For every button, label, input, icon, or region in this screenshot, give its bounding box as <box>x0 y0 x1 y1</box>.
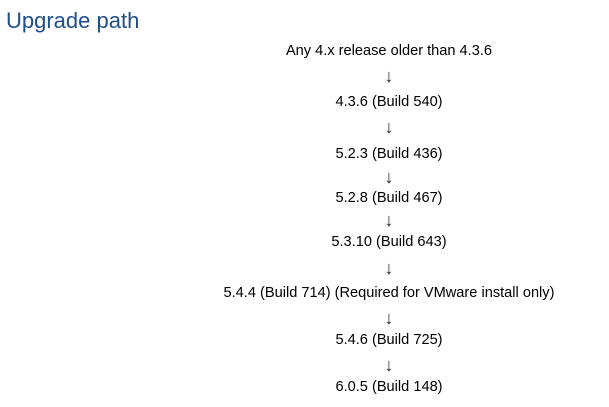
upgrade-step: 5.4.4 (Build 714) (Required for VMware i… <box>223 285 555 301</box>
upgrade-step: 5.4.6 (Build 725) <box>335 332 443 348</box>
page-title: Upgrade path <box>6 8 140 33</box>
down-arrow-icon: ↓ <box>384 117 394 137</box>
down-arrow-icon: ↓ <box>384 210 394 230</box>
upgrade-step: 5.2.8 (Build 467) <box>335 190 443 206</box>
down-arrow-icon: ↓ <box>384 66 394 86</box>
down-arrow-icon: ↓ <box>384 355 394 375</box>
upgrade-step: Any 4.x release older than 4.3.6 <box>285 43 493 59</box>
upgrade-step: 5.2.3 (Build 436) <box>335 146 443 162</box>
down-arrow-icon: ↓ <box>384 167 394 187</box>
upgrade-step: 4.3.6 (Build 540) <box>335 94 443 110</box>
upgrade-step: 5.3.10 (Build 643) <box>331 234 447 250</box>
down-arrow-icon: ↓ <box>384 308 394 328</box>
upgrade-step: 6.0.5 (Build 148) <box>335 379 443 395</box>
down-arrow-icon: ↓ <box>384 258 394 278</box>
